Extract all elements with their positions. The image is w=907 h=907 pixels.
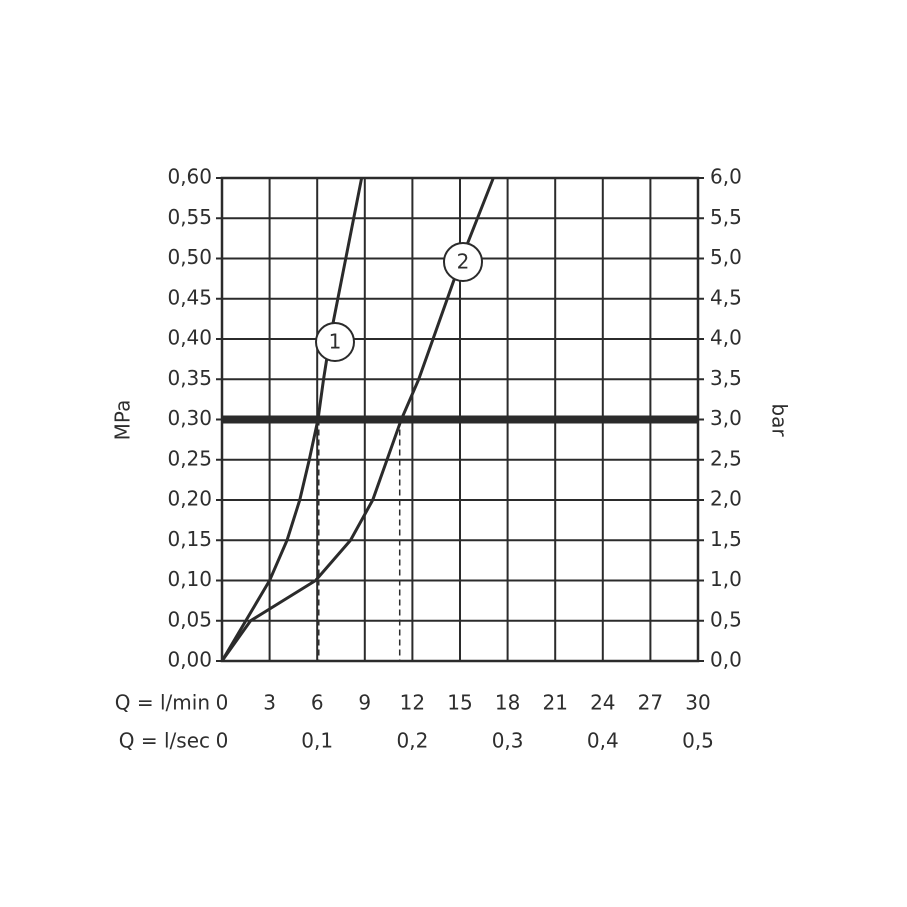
y-tick-label: 0,05 [167,607,212,631]
y2-tick-label: 5,5 [710,205,742,229]
y-tick-label: 0,25 [167,446,212,470]
y-axis-label: MPa [111,400,135,441]
x2-tick-label: 0,3 [492,729,524,753]
y2-tick-label: 6,0 [710,165,742,189]
x-tick-label: 21 [542,691,567,715]
plot-frame [220,176,700,663]
y2-tick-label: 1,5 [710,527,742,551]
y2-tick-label: 2,0 [710,487,742,511]
x-axis-label: Q = l/min [115,691,210,715]
y-tick-label: 0,10 [167,567,212,591]
y2-tick-label: 4,5 [710,285,742,309]
y2-tick-label: 1,0 [710,567,742,591]
legend-label: 1 [329,330,342,354]
y2-axis-label: bar [768,403,792,437]
y-tick-label: 0,15 [167,527,212,551]
x-tick-label: 30 [685,691,710,715]
series-badge [443,242,483,282]
x2-tick-label: 0,2 [396,729,428,753]
x-tick-label: 0 [216,691,229,715]
y-tick-label: 0,50 [167,245,212,269]
x-tick-label: 9 [358,691,371,715]
y2-tick-label: 3,0 [710,406,742,430]
y2-tick-label: 3,5 [710,366,742,390]
x-tick-label: 18 [495,691,520,715]
y-tick-label: 0,30 [167,406,212,430]
y2-tick-label: 2,5 [710,446,742,470]
y-tick-label: 0,20 [167,487,212,511]
x2-tick-label: 0,1 [301,729,333,753]
y-tick-label: 0,35 [167,366,212,390]
x-tick-label: 24 [590,691,615,715]
x-tick-label: 27 [638,691,663,715]
y2-tick-label: 4,0 [710,326,742,350]
y2-tick-label: 0,5 [710,607,742,631]
x2-tick-label: 0,4 [587,729,619,753]
y-tick-label: 0,60 [167,165,212,189]
series-line [220,177,364,662]
y-tick-label: 0,55 [167,205,212,229]
y-tick-label: 0,40 [167,326,212,350]
x2-tick-label: 0 [216,729,229,753]
x2-axis-label: Q = l/sec [119,729,210,753]
y-tick-label: 0,45 [167,285,212,309]
y-tick-label: 0,00 [167,648,212,672]
x-tick-label: 3 [263,691,276,715]
x-tick-label: 12 [400,691,425,715]
y2-tick-label: 5,0 [710,245,742,269]
x-tick-label: 6 [311,691,324,715]
x-tick-label: 15 [447,691,472,715]
series-badge [315,322,355,362]
legend-label: 2 [457,250,470,274]
y2-tick-label: 0,0 [710,648,742,672]
x2-tick-label: 0,5 [682,729,714,753]
